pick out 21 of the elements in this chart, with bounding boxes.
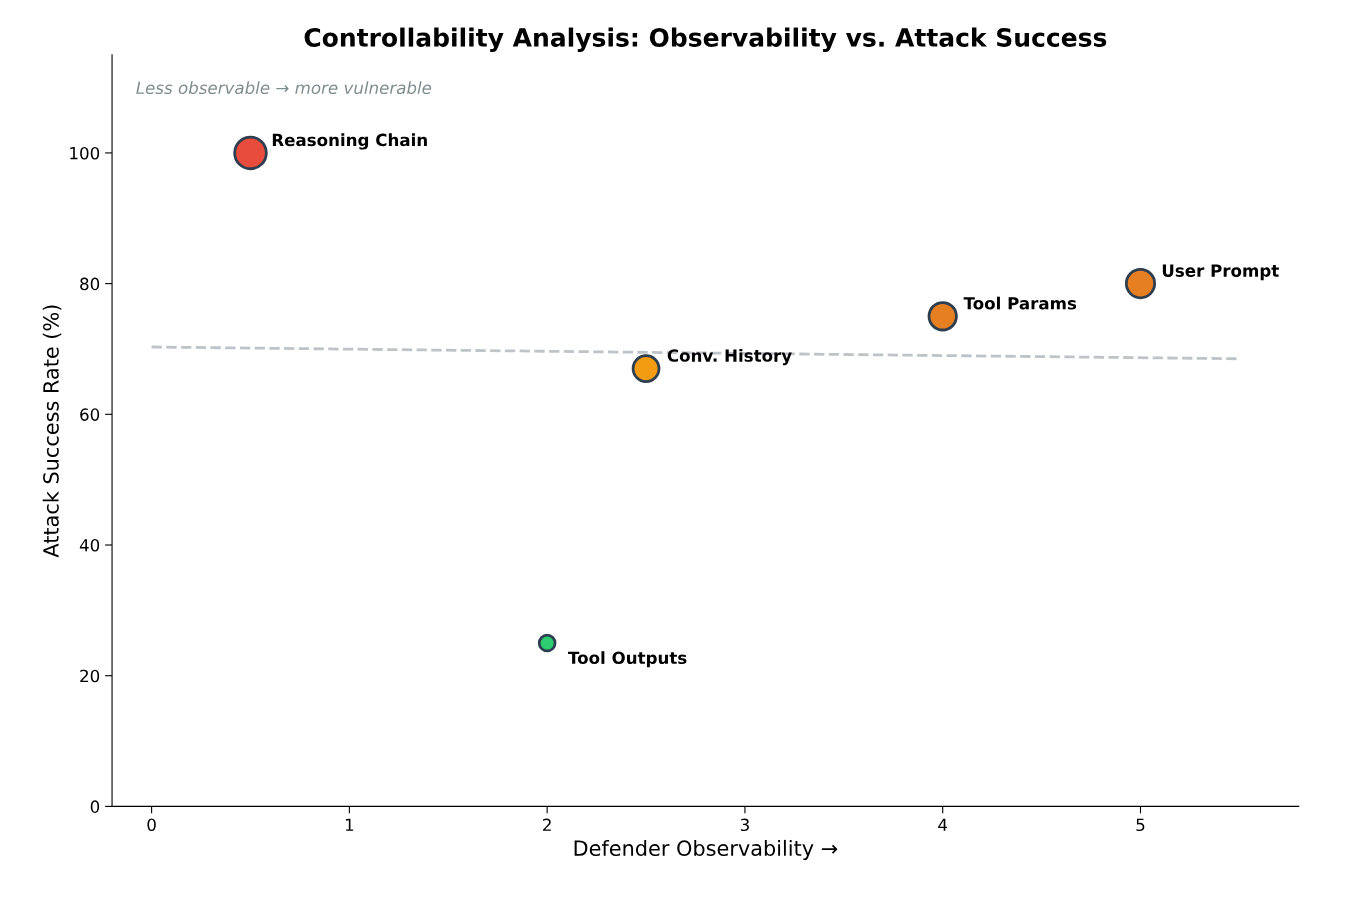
y-tick-label: 0 [90,800,100,813]
y-tick-label: 40 [79,538,100,552]
y-tick-label: 60 [80,408,100,421]
y-tick-label: 80 [80,277,100,291]
x-tick-label: 2 [543,818,551,831]
annotation: Tool Outputs [568,651,687,668]
annotation: User Prompt [1162,264,1279,281]
annotation: Conv. History [667,348,792,366]
x-tick-label: 5 [1136,818,1145,832]
annotation: Less observable → more vulnerable [136,81,432,95]
annotation: Reasoning Chain [272,133,427,150]
y-axis-title: Attack Success Rate (%) [42,305,62,558]
annotation: Tool Params [963,296,1077,310]
x-tick-label: 1 [345,818,354,831]
x-axis-title: Defender Observability → [574,839,838,861]
x-tick-label: 4 [938,818,948,831]
y-tick-label: 100 [70,146,100,160]
x-tick-label: 0 [147,818,156,832]
x-tick-label: 3 [740,818,749,832]
chart-title: Controllability Analysis: Observability vs. Attack Success [304,27,1107,52]
y-tick-label: 20 [80,669,100,683]
